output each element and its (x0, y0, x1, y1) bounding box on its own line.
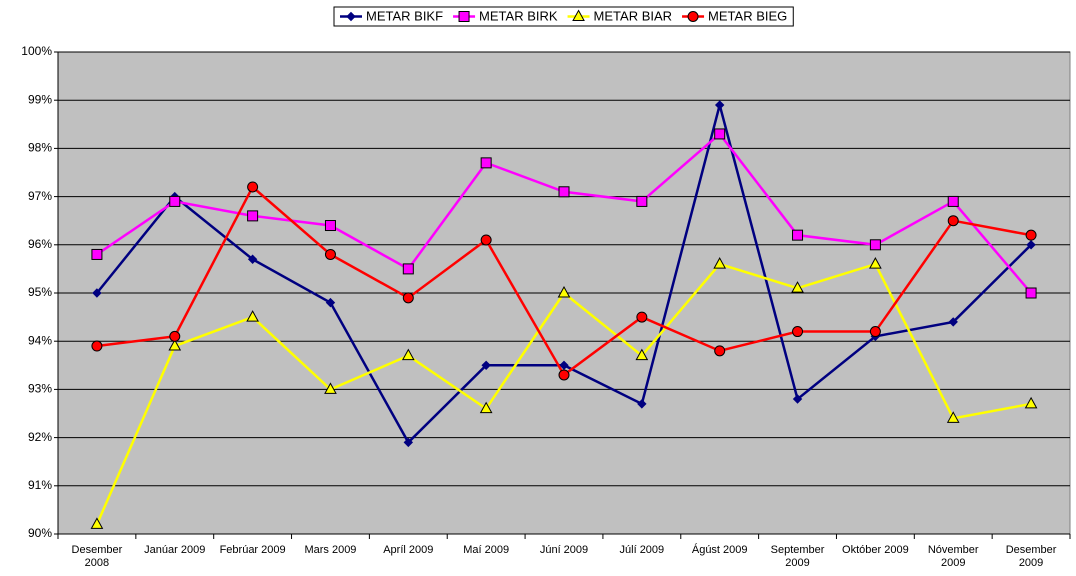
marker (401, 348, 415, 361)
marker (791, 281, 804, 293)
marker (714, 345, 726, 357)
marker (636, 195, 648, 207)
marker (792, 394, 803, 404)
marker (324, 382, 337, 394)
marker (92, 288, 102, 298)
x-tick-label: Apríl 2009 (383, 544, 434, 556)
marker (402, 292, 414, 304)
marker (714, 100, 725, 110)
y-tick-label: 91% (28, 478, 52, 492)
marker (1026, 240, 1036, 250)
marker (169, 195, 181, 207)
marker (480, 157, 492, 169)
y-tick-label: 93% (28, 382, 52, 396)
y-tick-label: 97% (28, 189, 52, 203)
marker (247, 181, 259, 193)
x-tick-label: Nóvember 2009 (927, 544, 979, 569)
marker (1025, 229, 1037, 241)
x-tick-label: Janúar 2009 (144, 544, 206, 556)
marker (792, 229, 804, 241)
y-tick-label: 94% (28, 333, 52, 347)
marker (558, 369, 570, 381)
x-tick-label: Ágúst 2009 (691, 544, 748, 556)
y-tick-label: 100% (21, 44, 52, 58)
marker (247, 254, 258, 264)
marker (1025, 287, 1037, 299)
marker (713, 257, 727, 269)
x-tick-label: Október 2009 (842, 544, 909, 556)
x-tick-label: Júní 2009 (539, 544, 589, 556)
marker (557, 285, 571, 298)
marker (480, 234, 492, 246)
marker (325, 297, 336, 308)
legend-label: METAR BIAR (594, 8, 673, 23)
x-tick-label: Mars 2009 (304, 544, 357, 556)
marker (169, 330, 181, 342)
marker (90, 517, 104, 529)
marker (572, 9, 585, 21)
y-tick-label: 98% (28, 141, 52, 155)
y-tick-label: 96% (28, 237, 52, 251)
y-tick-label: 90% (28, 526, 52, 540)
marker (247, 210, 259, 222)
marker (869, 239, 881, 251)
marker (636, 311, 648, 323)
marker (403, 437, 414, 448)
marker (324, 248, 336, 260)
x-tick-label: Desember 2008 (71, 544, 123, 569)
marker (324, 220, 336, 232)
marker (947, 215, 959, 227)
marker (246, 310, 259, 322)
marker (1024, 396, 1038, 409)
x-tick-label: September 2009 (770, 544, 825, 569)
marker (947, 195, 959, 207)
marker (91, 248, 103, 260)
marker (637, 399, 647, 409)
marker (91, 340, 103, 352)
marker (481, 360, 491, 371)
x-tick-label: Desember 2009 (1005, 544, 1057, 569)
marker (948, 317, 958, 327)
marker (458, 11, 470, 22)
marker (687, 11, 699, 22)
marker (714, 128, 726, 140)
legend-label: METAR BIEG (708, 8, 787, 23)
marker (558, 186, 570, 198)
y-tick-label: 95% (28, 285, 52, 299)
marker (402, 263, 414, 275)
marker (792, 326, 804, 338)
x-tick-label: Júlí 2009 (619, 544, 665, 556)
marker (869, 326, 881, 338)
marker (635, 348, 649, 361)
marker (346, 11, 356, 22)
y-tick-label: 99% (28, 92, 52, 106)
legend-label: METAR BIKF (366, 8, 443, 23)
marker (946, 411, 960, 423)
marker (559, 360, 569, 371)
x-tick-label: Febrúar 2009 (219, 544, 286, 556)
legend-label: METAR BIRK (479, 8, 558, 23)
legend-box (333, 6, 794, 27)
y-tick-label: 92% (28, 430, 52, 444)
legend: METAR BIKF METAR BIRK METAR BIAR METAR BIEG (333, 6, 794, 27)
marker (869, 257, 882, 269)
x-tick-label: Maí 2009 (463, 544, 510, 556)
marker (479, 401, 493, 414)
marker (168, 338, 182, 351)
